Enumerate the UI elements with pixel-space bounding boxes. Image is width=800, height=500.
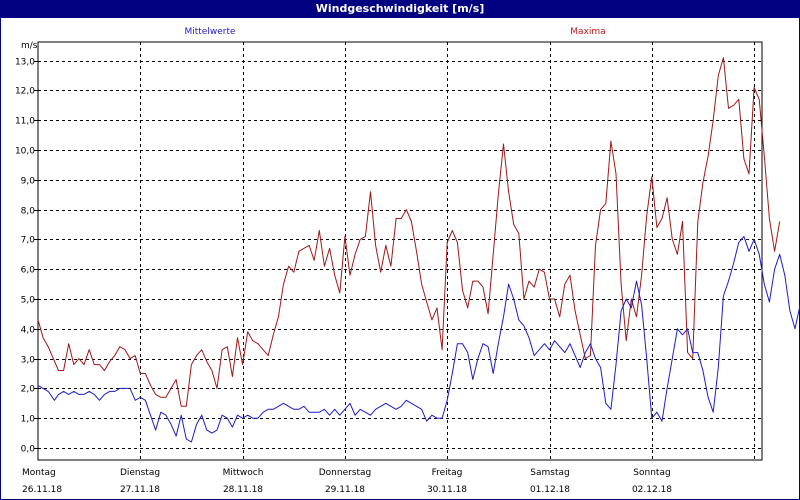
y-tick-label: 3,0 [21,356,36,366]
x-tick-date-label: 02.12.18 [632,485,672,495]
x-tick-date-label: 29.11.18 [325,485,365,495]
x-tick-date-label: 30.11.18 [427,485,467,495]
y-tick-label: 11,0 [15,117,35,127]
y-tick-label: 10,0 [15,147,35,157]
legend-maxima: Maxima [570,27,605,37]
series-lines [37,57,800,443]
y-axis-unit: m/s [21,41,38,51]
x-tick-date-label: 26.11.18 [22,485,62,495]
legend-mittelwerte: Mittelwerte [184,27,235,37]
y-tick-label: 6,0 [21,266,36,276]
x-tick-day-label: Freitag [432,468,463,478]
x-tick-date-label: 28.11.18 [223,485,263,495]
y-tick-label: 1,0 [21,415,36,425]
plot-area [37,41,763,461]
x-tick-date-label: 01.12.18 [530,485,570,495]
grid [38,42,762,460]
y-tick-label: 9,0 [21,177,36,187]
y-tick-label: 7,0 [21,236,36,246]
y-axis: 0,0 1,0 2,0 3,0 4,0 5,0 6,0 7,0 8,0 9,0 10,0 11,0 12… [15,58,38,455]
x-tick-day-label: Donnerstag [319,468,372,478]
x-tick-day-label: Sonntag [633,468,670,478]
x-tick-day-label: Dienstag [120,468,160,478]
y-tick-label: 4,0 [21,326,36,336]
series-line-maxima [37,57,781,407]
x-tick-day-label: Montag [22,468,56,478]
y-tick-label: 12,0 [15,87,35,97]
x-tick-date-label: 27.11.18 [120,485,160,495]
y-tick-label: 0,0 [21,445,36,455]
series-line-mittelwerte [37,235,800,443]
y-tick-label: 13,0 [15,58,35,68]
y-tick-label: 8,0 [21,207,36,217]
x-tick-day-label: Samstag [530,468,569,478]
chart-title: Windgeschwindigkeit [m/s] [0,0,800,17]
x-tick-day-label: Mittwoch [223,468,264,478]
y-tick-label: 5,0 [21,296,36,306]
x-axis: Montag 26.11.18 Dienstag 27.11.18 Mittwoch 28… [22,468,672,495]
y-tick-label: 2,0 [21,385,36,395]
